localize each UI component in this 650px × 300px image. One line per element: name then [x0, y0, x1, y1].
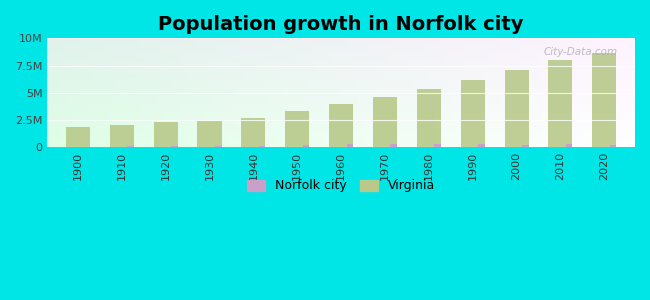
Bar [285, 111, 309, 147]
Bar [241, 118, 265, 147]
Title: Population growth in Norfolk city: Population growth in Norfolk city [159, 15, 524, 34]
Bar [303, 145, 309, 147]
Bar [171, 146, 177, 147]
Bar [66, 127, 90, 147]
Bar [566, 145, 573, 147]
Bar [549, 60, 573, 147]
Bar [329, 104, 353, 147]
Bar [198, 121, 222, 147]
Bar [391, 144, 397, 147]
Legend: Norfolk city, Virginia: Norfolk city, Virginia [242, 175, 441, 197]
Bar [592, 53, 616, 147]
Bar [373, 97, 397, 147]
Bar [110, 125, 134, 147]
Bar [417, 89, 441, 147]
Bar [215, 146, 222, 147]
Bar [153, 122, 177, 147]
Bar [127, 146, 134, 147]
Bar [522, 145, 528, 147]
Text: City-Data.com: City-Data.com [543, 47, 618, 57]
Bar [504, 70, 528, 147]
Bar [259, 146, 265, 147]
Bar [346, 144, 353, 147]
Bar [434, 144, 441, 147]
Bar [610, 145, 616, 147]
Bar [478, 144, 485, 147]
Bar [461, 80, 485, 147]
